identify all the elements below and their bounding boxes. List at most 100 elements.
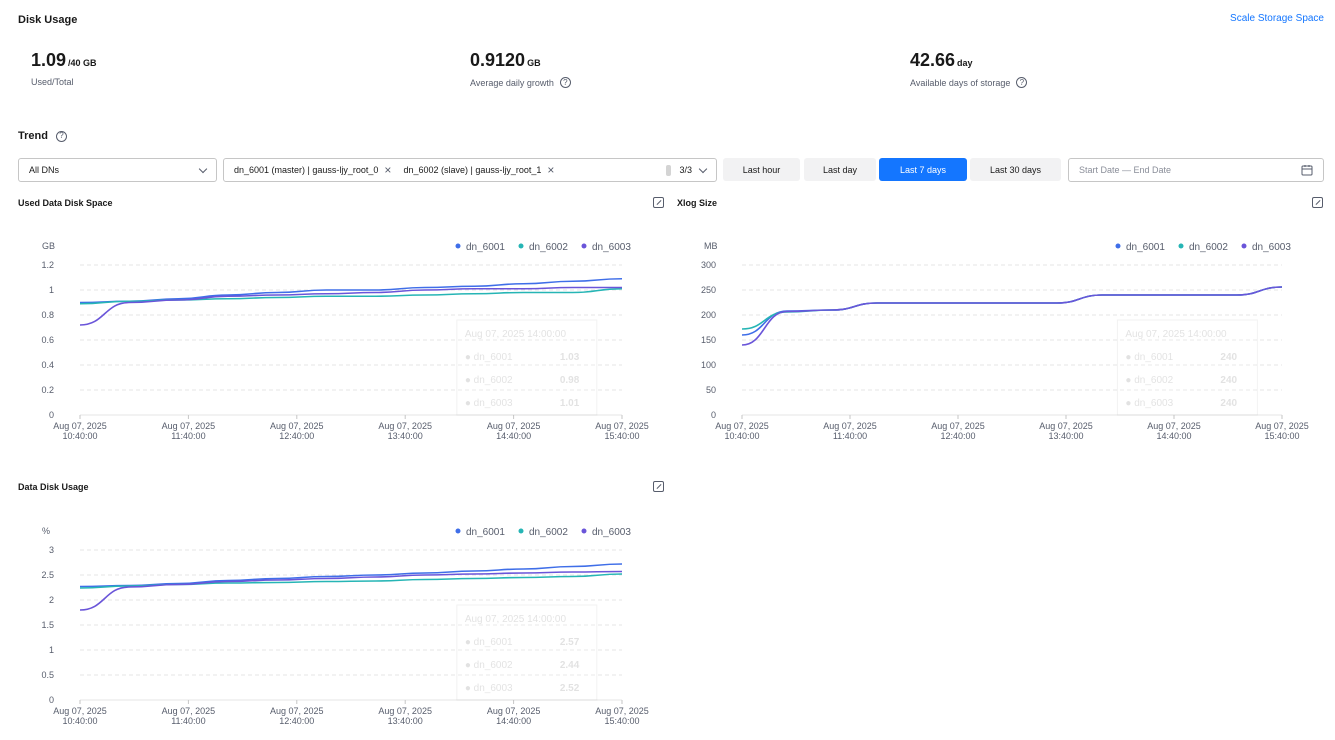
time-last-7-days-button[interactable]: Last 7 days bbox=[879, 158, 967, 181]
tooltip-series-name: ● dn_6003 bbox=[1125, 398, 1173, 409]
x-tick-label: Aug 07, 2025 bbox=[931, 421, 985, 431]
legend-item[interactable]: dn_6003 bbox=[1252, 242, 1291, 253]
x-tick-label: Aug 07, 2025 bbox=[162, 706, 216, 716]
x-tick-label: 12:40:00 bbox=[940, 431, 975, 441]
y-tick-label: 0 bbox=[711, 410, 716, 420]
legend-item[interactable]: dn_6001 bbox=[1126, 242, 1165, 253]
series-line-dn_6001 bbox=[79, 563, 623, 588]
legend-item[interactable]: dn_6001 bbox=[466, 527, 505, 538]
help-icon[interactable]: ? bbox=[559, 77, 571, 88]
y-tick-label: 2 bbox=[49, 595, 54, 605]
metric-label: Available days of storage bbox=[910, 77, 1011, 88]
x-tick-label: 13:40:00 bbox=[1048, 431, 1083, 441]
legend-marker bbox=[518, 528, 524, 534]
y-tick-label: 1 bbox=[49, 645, 54, 655]
series-line-dn_6003 bbox=[79, 286, 622, 326]
legend-item[interactable]: dn_6002 bbox=[1189, 242, 1228, 253]
y-tick-label: 0.8 bbox=[41, 310, 54, 320]
x-tick-label: 10:40:00 bbox=[62, 716, 97, 726]
date-range-picker[interactable]: Start Date — End Date bbox=[1068, 158, 1324, 182]
y-tick-label: 3 bbox=[49, 545, 54, 555]
x-tick-label: Aug 07, 2025 bbox=[1255, 421, 1309, 431]
expand-icon[interactable] bbox=[653, 481, 664, 492]
x-tick-label: Aug 07, 2025 bbox=[162, 421, 216, 431]
y-tick-label: 100 bbox=[701, 360, 716, 370]
scrollbar-thumb[interactable] bbox=[666, 164, 672, 176]
chart-title: Xlog Size bbox=[677, 198, 718, 208]
time-last-30-days-button[interactable]: Last 30 days bbox=[970, 158, 1061, 181]
instance-multiselect[interactable]: dn_6001 (master) | gauss-ljy_root_0 × dn_… bbox=[223, 158, 717, 182]
trend-header: Trend ? bbox=[18, 130, 67, 142]
tooltip: Aug 07, 2025 14:00:00 ● dn_6001 240 ● dn_60… bbox=[1116, 319, 1258, 416]
y-tick-label: 1.5 bbox=[41, 620, 54, 630]
close-icon[interactable]: × bbox=[384, 163, 392, 177]
tooltip-series-value: 1.01 bbox=[560, 398, 580, 409]
metric-used-total: 1.09/40 GB Used/Total bbox=[31, 50, 97, 87]
close-icon[interactable]: × bbox=[547, 163, 555, 177]
series-line-dn_6001 bbox=[79, 277, 623, 304]
metric-unit: /40 GB bbox=[68, 58, 97, 68]
x-tick-label: 10:40:00 bbox=[62, 431, 97, 441]
legend-marker bbox=[581, 528, 587, 534]
tooltip-series-name: ● dn_6003 bbox=[465, 398, 513, 409]
tooltip-series-value: 0.98 bbox=[560, 375, 580, 386]
legend-marker bbox=[518, 243, 524, 249]
tooltip-series-value: 2.57 bbox=[560, 637, 580, 648]
x-tick-label: Aug 07, 2025 bbox=[378, 421, 432, 431]
x-tick-label: 11:40:00 bbox=[171, 431, 205, 441]
legend-item[interactable]: dn_6001 bbox=[466, 242, 505, 253]
x-tick-label: 11:40:00 bbox=[833, 431, 867, 441]
y-axis-unit: GB bbox=[42, 241, 55, 251]
tooltip-box bbox=[456, 604, 598, 701]
x-tick-label: Aug 07, 2025 bbox=[823, 421, 877, 431]
expand-icon[interactable] bbox=[653, 197, 664, 208]
y-tick-label: 50 bbox=[706, 385, 716, 395]
x-tick-label: Aug 07, 2025 bbox=[1147, 421, 1201, 431]
metric-label: Used/Total bbox=[31, 77, 74, 87]
metric-unit: GB bbox=[527, 58, 541, 68]
legend-item[interactable]: dn_6003 bbox=[592, 242, 631, 253]
legend-marker bbox=[1241, 243, 1247, 249]
tooltip-series-name: ● dn_6001 bbox=[465, 352, 513, 363]
dn-select[interactable]: All DNs bbox=[18, 158, 217, 182]
metric-daily-growth: 0.9120 GB Average daily growth? bbox=[470, 50, 571, 88]
x-tick-label: 10:40:00 bbox=[724, 431, 759, 441]
chart-title: Data Disk Usage bbox=[18, 482, 89, 492]
y-tick-label: 0.5 bbox=[41, 670, 54, 680]
x-tick-label: 13:40:00 bbox=[388, 716, 423, 726]
legend-marker bbox=[455, 528, 461, 534]
legend-item[interactable]: dn_6003 bbox=[592, 527, 631, 538]
x-tick-label: Aug 07, 2025 bbox=[270, 706, 324, 716]
help-icon[interactable]: ? bbox=[55, 130, 67, 142]
chevron-down-icon bbox=[198, 164, 208, 173]
metric-unit: day bbox=[957, 58, 973, 68]
expand-icon[interactable] bbox=[1312, 197, 1323, 208]
x-tick-label: Aug 07, 2025 bbox=[595, 421, 649, 431]
time-last-hour-button[interactable]: Last hour bbox=[723, 158, 800, 181]
dn-select-value: All DNs bbox=[29, 165, 60, 175]
help-icon[interactable]: ? bbox=[1016, 77, 1028, 88]
date-range-placeholder: Start Date — End Date bbox=[1079, 165, 1172, 175]
tooltip-series-name: ● dn_6003 bbox=[465, 683, 513, 694]
tooltip-box bbox=[1116, 319, 1258, 416]
y-tick-label: 0.4 bbox=[41, 360, 54, 370]
y-tick-label: 0 bbox=[49, 410, 54, 420]
y-tick-label: 0.2 bbox=[41, 385, 54, 395]
x-tick-label: Aug 07, 2025 bbox=[487, 706, 541, 716]
scale-storage-link[interactable]: Scale Storage Space bbox=[1230, 13, 1324, 24]
y-tick-label: 0 bbox=[49, 695, 54, 705]
trend-title: Trend bbox=[18, 130, 48, 142]
tooltip-series-value: 2.52 bbox=[560, 683, 580, 694]
tooltip: Aug 07, 2025 14:00:00 ● dn_6001 1.03 ● dn_6… bbox=[456, 319, 598, 416]
legend-item[interactable]: dn_6002 bbox=[529, 242, 568, 253]
tooltip-time: Aug 07, 2025 14:00:00 bbox=[465, 329, 567, 340]
legend-item[interactable]: dn_6002 bbox=[529, 527, 568, 538]
tooltip-time: Aug 07, 2025 14:00:00 bbox=[465, 614, 567, 625]
series-line-dn_6003 bbox=[741, 286, 1283, 346]
tooltip-series-value: 1.03 bbox=[560, 352, 580, 363]
instance-tag-label: dn_6002 (slave) | gauss-ljy_root_1 bbox=[403, 165, 542, 175]
legend-marker bbox=[1178, 243, 1184, 249]
time-last-day-button[interactable]: Last day bbox=[804, 158, 876, 181]
legend-marker bbox=[455, 243, 461, 249]
